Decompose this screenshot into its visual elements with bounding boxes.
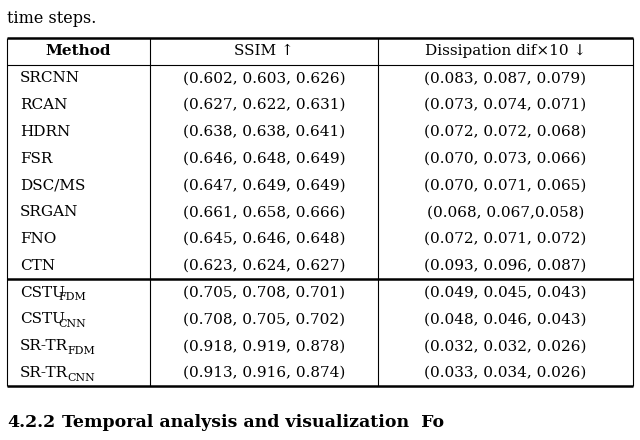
Text: (0.093, 0.096, 0.087): (0.093, 0.096, 0.087) <box>424 259 587 273</box>
Text: SR-TR: SR-TR <box>20 366 68 380</box>
Text: FDM: FDM <box>58 292 86 302</box>
Text: SR-TR: SR-TR <box>20 339 68 353</box>
Text: CNN: CNN <box>67 373 95 382</box>
Text: (0.646, 0.648, 0.649): (0.646, 0.648, 0.649) <box>182 152 346 165</box>
Text: SSIM ↑: SSIM ↑ <box>234 44 294 59</box>
Text: (0.645, 0.646, 0.648): (0.645, 0.646, 0.648) <box>183 232 345 246</box>
Text: (0.647, 0.649, 0.649): (0.647, 0.649, 0.649) <box>182 178 346 192</box>
Text: 4.2.2: 4.2.2 <box>7 414 55 431</box>
Text: (0.627, 0.622, 0.631): (0.627, 0.622, 0.631) <box>183 98 345 112</box>
Text: (0.070, 0.073, 0.066): (0.070, 0.073, 0.066) <box>424 152 587 165</box>
Text: (0.918, 0.919, 0.878): (0.918, 0.919, 0.878) <box>183 339 345 353</box>
Text: (0.623, 0.624, 0.627): (0.623, 0.624, 0.627) <box>183 259 345 273</box>
Text: (0.083, 0.087, 0.079): (0.083, 0.087, 0.079) <box>424 71 587 85</box>
Text: HDRN: HDRN <box>20 125 70 139</box>
Text: (0.708, 0.705, 0.702): (0.708, 0.705, 0.702) <box>183 312 345 326</box>
Text: time steps.: time steps. <box>7 10 97 26</box>
Text: FDM: FDM <box>67 346 95 356</box>
Text: (0.070, 0.071, 0.065): (0.070, 0.071, 0.065) <box>424 178 587 192</box>
Text: Dissipation dif×10 ↓: Dissipation dif×10 ↓ <box>425 44 586 59</box>
Text: CTN: CTN <box>20 259 55 273</box>
Text: (0.048, 0.046, 0.043): (0.048, 0.046, 0.043) <box>424 312 587 326</box>
Text: (0.072, 0.072, 0.068): (0.072, 0.072, 0.068) <box>424 125 587 139</box>
Text: CSTU: CSTU <box>20 286 65 300</box>
Text: SRCNN: SRCNN <box>20 71 80 85</box>
Text: FSR: FSR <box>20 152 52 165</box>
Text: Method: Method <box>45 44 111 59</box>
Text: (0.661, 0.658, 0.666): (0.661, 0.658, 0.666) <box>183 205 345 219</box>
Text: (0.913, 0.916, 0.874): (0.913, 0.916, 0.874) <box>183 366 345 380</box>
Text: (0.705, 0.708, 0.701): (0.705, 0.708, 0.701) <box>183 286 345 300</box>
Text: FNO: FNO <box>20 232 56 246</box>
Text: (0.073, 0.074, 0.071): (0.073, 0.074, 0.071) <box>424 98 587 112</box>
Text: (0.068, 0.067,0.058): (0.068, 0.067,0.058) <box>427 205 584 219</box>
Text: (0.638, 0.638, 0.641): (0.638, 0.638, 0.641) <box>183 125 345 139</box>
Text: (0.072, 0.071, 0.072): (0.072, 0.071, 0.072) <box>424 232 587 246</box>
Text: (0.033, 0.034, 0.026): (0.033, 0.034, 0.026) <box>424 366 587 380</box>
Text: SRGAN: SRGAN <box>20 205 78 219</box>
Text: (0.032, 0.032, 0.026): (0.032, 0.032, 0.026) <box>424 339 587 353</box>
Text: DSC/MS: DSC/MS <box>20 178 85 192</box>
Text: (0.602, 0.603, 0.626): (0.602, 0.603, 0.626) <box>182 71 346 85</box>
Text: CSTU: CSTU <box>20 312 65 326</box>
Text: Temporal analysis and visualization  Fo: Temporal analysis and visualization Fo <box>62 414 444 431</box>
Text: CNN: CNN <box>58 319 86 329</box>
Text: (0.049, 0.045, 0.043): (0.049, 0.045, 0.043) <box>424 286 587 300</box>
Text: RCAN: RCAN <box>20 98 67 112</box>
